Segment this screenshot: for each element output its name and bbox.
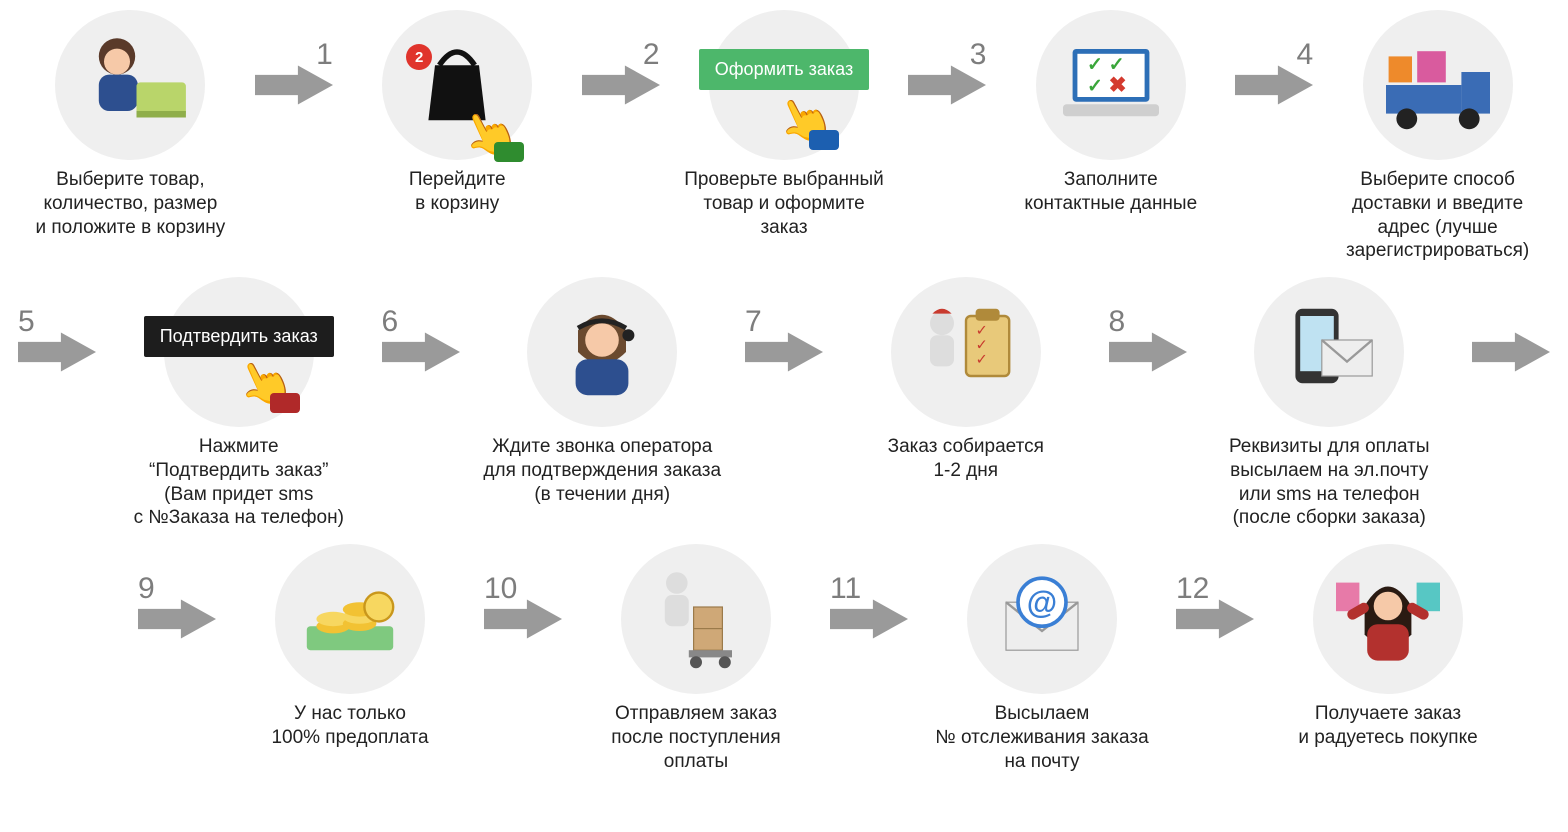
checkout-button-graphic: Оформить заказ: [699, 49, 869, 90]
arrow-1: 1: [249, 10, 339, 160]
icon-shopper: [55, 10, 205, 160]
icon-shipboxes: [621, 544, 771, 694]
process-flow: Выберите товар, количество, размер и пол…: [12, 10, 1556, 773]
step-number-12: 12: [1176, 572, 1209, 606]
caption-9: Реквизиты для оплаты высылаем на эл.почт…: [1229, 435, 1430, 530]
step-number-11: 11: [830, 572, 861, 606]
step-11: Отправляем заказ после поступления оплат…: [568, 544, 824, 773]
arrow-11: 11: [824, 544, 914, 694]
icon-coins: [275, 544, 425, 694]
svg-text:✖: ✖: [1108, 72, 1126, 97]
row-3: 9 У нас только 100% предоплата 10: [12, 544, 1556, 773]
step-12: @ Высылаем № отслеживания заказа на почт…: [914, 544, 1170, 773]
svg-text:✓: ✓: [1087, 76, 1103, 97]
step-2: 2 👆 Перейдите в корзину: [339, 10, 576, 216]
icon-truck: [1363, 10, 1513, 160]
row-2: 5 Подтвердить заказ 👆 Нажмите “Подтверди…: [12, 277, 1556, 530]
arrow-6: 6: [376, 277, 466, 427]
caption-7: Ждите звонка оператора для подтверждения…: [483, 435, 721, 506]
caption-5: Выберите способ доставки и введите адрес…: [1346, 168, 1529, 263]
icon-operator: [527, 277, 677, 427]
caption-10: У нас только 100% предоплата: [271, 702, 428, 750]
icon-form: ✓ ✓ ✓ ✖: [1036, 10, 1186, 160]
caption-2: Перейдите в корзину: [409, 168, 506, 216]
step-3: Оформить заказ 👆 Проверьте выбранный тов…: [666, 10, 903, 239]
caption-4: Заполните контактные данные: [1024, 168, 1197, 216]
icon-happy: [1313, 544, 1463, 694]
caption-11: Отправляем заказ после поступления оплат…: [611, 702, 780, 773]
arrow-4: 4: [1229, 10, 1319, 160]
step-number-10: 10: [484, 572, 517, 606]
arrow-9: 9: [132, 544, 222, 694]
icon-phonemail: [1254, 277, 1404, 427]
caption-3: Проверьте выбранный товар и оформите зак…: [684, 168, 884, 239]
caption-1: Выберите товар, количество, размер и пол…: [36, 168, 226, 239]
step-4: ✓ ✓ ✓ ✖ Заполните контактные данные: [992, 10, 1229, 216]
arrow-12: 12: [1170, 544, 1260, 694]
arrow-10: 10: [478, 544, 568, 694]
svg-text:✓: ✓: [975, 352, 987, 368]
icon-assembly: ✓ ✓ ✓: [891, 277, 1041, 427]
arrow-2: 2: [576, 10, 666, 160]
step-number-2: 2: [643, 38, 660, 72]
icon-cart: 2 👆: [382, 10, 532, 160]
step-number-6: 6: [382, 305, 399, 339]
icon-emailat: @: [967, 544, 1117, 694]
step-13: Получаете заказ и радуетесь покупке: [1260, 544, 1516, 750]
icon-checkout: Оформить заказ 👆: [709, 10, 859, 160]
cart-badge: 2: [406, 44, 432, 70]
step-8: ✓ ✓ ✓ Заказ собирается 1-2 дня: [829, 277, 1103, 483]
step-5: Выберите способ доставки и введите адрес…: [1319, 10, 1556, 263]
caption-13: Получаете заказ и радуетесь покупке: [1298, 702, 1477, 750]
arrow-3: 3: [902, 10, 992, 160]
step-1: Выберите товар, количество, размер и пол…: [12, 10, 249, 239]
caption-8: Заказ собирается 1-2 дня: [888, 435, 1044, 483]
step-number-8: 8: [1109, 305, 1126, 339]
arrow-5: 5: [12, 277, 102, 427]
arrow-7: 7: [739, 277, 829, 427]
icon-confirm: Подтвердить заказ 👆: [164, 277, 314, 427]
caption-12: Высылаем № отслеживания заказа на почту: [935, 702, 1148, 773]
arrow-8: 8: [1103, 277, 1193, 427]
step-10: У нас только 100% предоплата: [222, 544, 478, 750]
svg-text:@: @: [1027, 585, 1057, 620]
step-number-9: 9: [138, 572, 155, 606]
step-number-3: 3: [970, 38, 987, 72]
step-6: Подтвердить заказ 👆 Нажмите “Подтвердить…: [102, 277, 376, 530]
step-number-4: 4: [1297, 38, 1314, 72]
caption-6: Нажмите “Подтвердить заказ” (Вам придет …: [134, 435, 344, 530]
arrow-out: [1466, 277, 1556, 427]
row-1: Выберите товар, количество, размер и пол…: [12, 10, 1556, 263]
step-number-1: 1: [316, 38, 333, 72]
step-number-7: 7: [745, 305, 762, 339]
confirm-button-graphic: Подтвердить заказ: [144, 316, 334, 357]
svg-text:✓: ✓: [1087, 55, 1103, 76]
step-7: Ждите звонка оператора для подтверждения…: [466, 277, 740, 506]
step-number-5: 5: [18, 305, 35, 339]
step-9: Реквизиты для оплаты высылаем на эл.почт…: [1193, 277, 1467, 530]
